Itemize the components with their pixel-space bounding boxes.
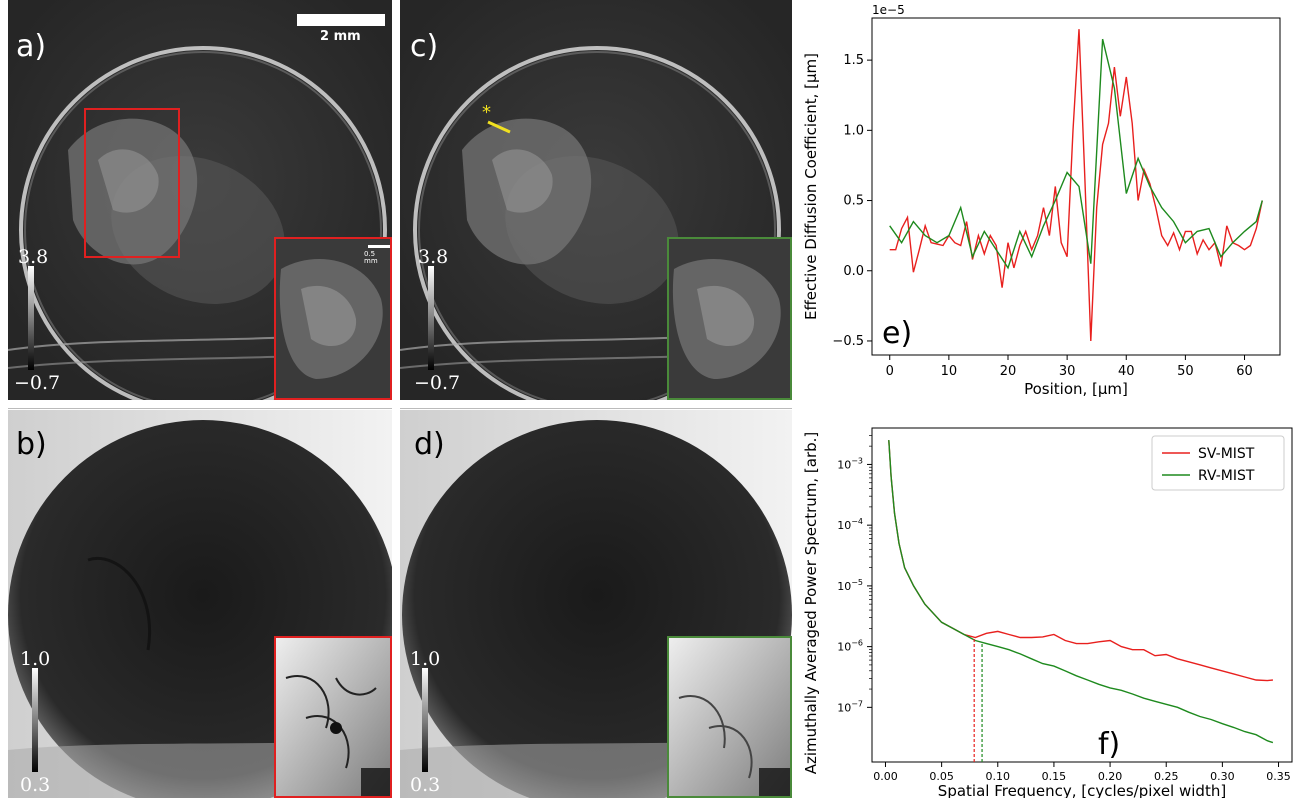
chart-e: 0 10 20 30 40 50 60 −0.5 0.0 0.5 1.0 1.5 1e−5 Positio… <box>802 3 1281 398</box>
panel-label: f) <box>1098 727 1120 762</box>
y-axis-label: Azimuthally Averaged Power Spectrum, [ar… <box>802 432 820 775</box>
inset-scale-bar <box>368 245 390 248</box>
legend-label: SV-MIST <box>1198 446 1255 462</box>
series-line-2 <box>889 38 1263 270</box>
row-separator <box>400 408 792 409</box>
roi-box <box>84 108 180 258</box>
panel-label: a) <box>16 29 47 64</box>
scale-bar-label: 2 mm <box>320 29 361 44</box>
plot-frame <box>871 17 1281 356</box>
panel-label: d) <box>414 427 445 462</box>
colorbar-max-label: 3.8 <box>418 246 449 268</box>
y-tick-label: 0.0 <box>843 264 864 279</box>
x-axis-label: Spatial Frequency, [cycles/pixel width] <box>938 782 1226 798</box>
zoom-inset-image <box>279 259 383 379</box>
zoom-inset <box>274 636 392 798</box>
x-tick-label: 0.20 <box>1098 770 1123 783</box>
panel-a-image: 2 mm a) 3.8 −0.7 0.5 mm <box>8 0 392 400</box>
x-tick-label: 0.35 <box>1266 770 1291 783</box>
colorbar-min-label: 0.3 <box>410 774 441 796</box>
colorbar <box>28 266 34 370</box>
y-tick-label: 10−7 <box>837 699 863 714</box>
y-tick-label: 1.0 <box>843 123 864 138</box>
legend-label: RV-MIST <box>1198 468 1255 484</box>
y-tick-label: −0.5 <box>832 334 864 349</box>
profile-marker: * <box>482 102 491 123</box>
profile-line <box>487 120 511 134</box>
y-tick-label: 10−4 <box>837 517 863 532</box>
colorbar <box>32 668 38 772</box>
scale-bar <box>297 14 385 26</box>
x-tick-label: 0 <box>886 364 894 379</box>
x-tick-label: 0.30 <box>1210 770 1235 783</box>
colorbar-max-label: 1.0 <box>20 648 51 670</box>
x-tick-label: 30 <box>1059 364 1076 379</box>
zoom-inset: 0.5 mm <box>274 237 392 400</box>
x-tick-label: 0.15 <box>1042 770 1067 783</box>
panel-label: c) <box>410 29 439 64</box>
y-tick-label: 0.5 <box>843 194 864 209</box>
inset-scale-bar-label: 0.5 mm <box>364 250 378 265</box>
x-tick-label: 10 <box>941 364 958 379</box>
zoom-inset-image <box>672 259 781 379</box>
colorbar-min-label: −0.7 <box>14 372 61 394</box>
y-tick-label: 1.5 <box>843 53 864 68</box>
x-tick-label: 20 <box>1000 364 1017 379</box>
y-offset-text: 1e−5 <box>872 3 905 17</box>
panel-label: e) <box>882 316 912 351</box>
panel-b-image: b) 1.0 0.3 <box>8 410 392 798</box>
panel-d-image: d) 1.0 0.3 <box>400 410 792 798</box>
panel-label: b) <box>16 427 47 462</box>
x-tick-label: 0.25 <box>1154 770 1179 783</box>
colorbar-max-label: 3.8 <box>18 246 49 268</box>
zoom-inset-image <box>669 638 790 796</box>
x-tick-label: 0.05 <box>929 770 954 783</box>
x-tick-label: 0.00 <box>873 770 898 783</box>
y-tick-label: 10−5 <box>837 578 863 593</box>
y-tick-label: 10−6 <box>837 639 863 654</box>
y-tick-label: 10−3 <box>837 456 863 471</box>
x-tick-label: 50 <box>1177 364 1194 379</box>
colorbar <box>422 668 428 772</box>
x-tick-label: 60 <box>1236 364 1253 379</box>
colorbar-max-label: 1.0 <box>410 648 441 670</box>
series-line-1 <box>889 29 1263 342</box>
colorbar <box>428 266 434 370</box>
colorbar-min-label: 0.3 <box>20 774 51 796</box>
row-separator <box>8 408 392 409</box>
legend-box <box>1151 435 1285 491</box>
zoom-inset-image <box>276 638 390 796</box>
panel-a-phantom <box>8 0 392 400</box>
zoom-inset <box>667 636 792 798</box>
series-line-2 <box>888 440 1274 744</box>
chart-f: 0.00 0.05 0.10 0.15 0.20 0.25 0.30 0.35 10−7 10−6… <box>802 427 1293 798</box>
zoom-inset <box>667 237 792 400</box>
x-tick-label: 40 <box>1118 364 1135 379</box>
y-axis-label: Effective Diffusion Coefficient, [μm] <box>802 53 820 320</box>
colorbar-min-label: −0.7 <box>414 372 461 394</box>
panel-c-image: * c) 3.8 −0.7 <box>400 0 792 400</box>
x-tick-label: 0.10 <box>986 770 1011 783</box>
x-axis-label: Position, [μm] <box>1024 380 1128 398</box>
